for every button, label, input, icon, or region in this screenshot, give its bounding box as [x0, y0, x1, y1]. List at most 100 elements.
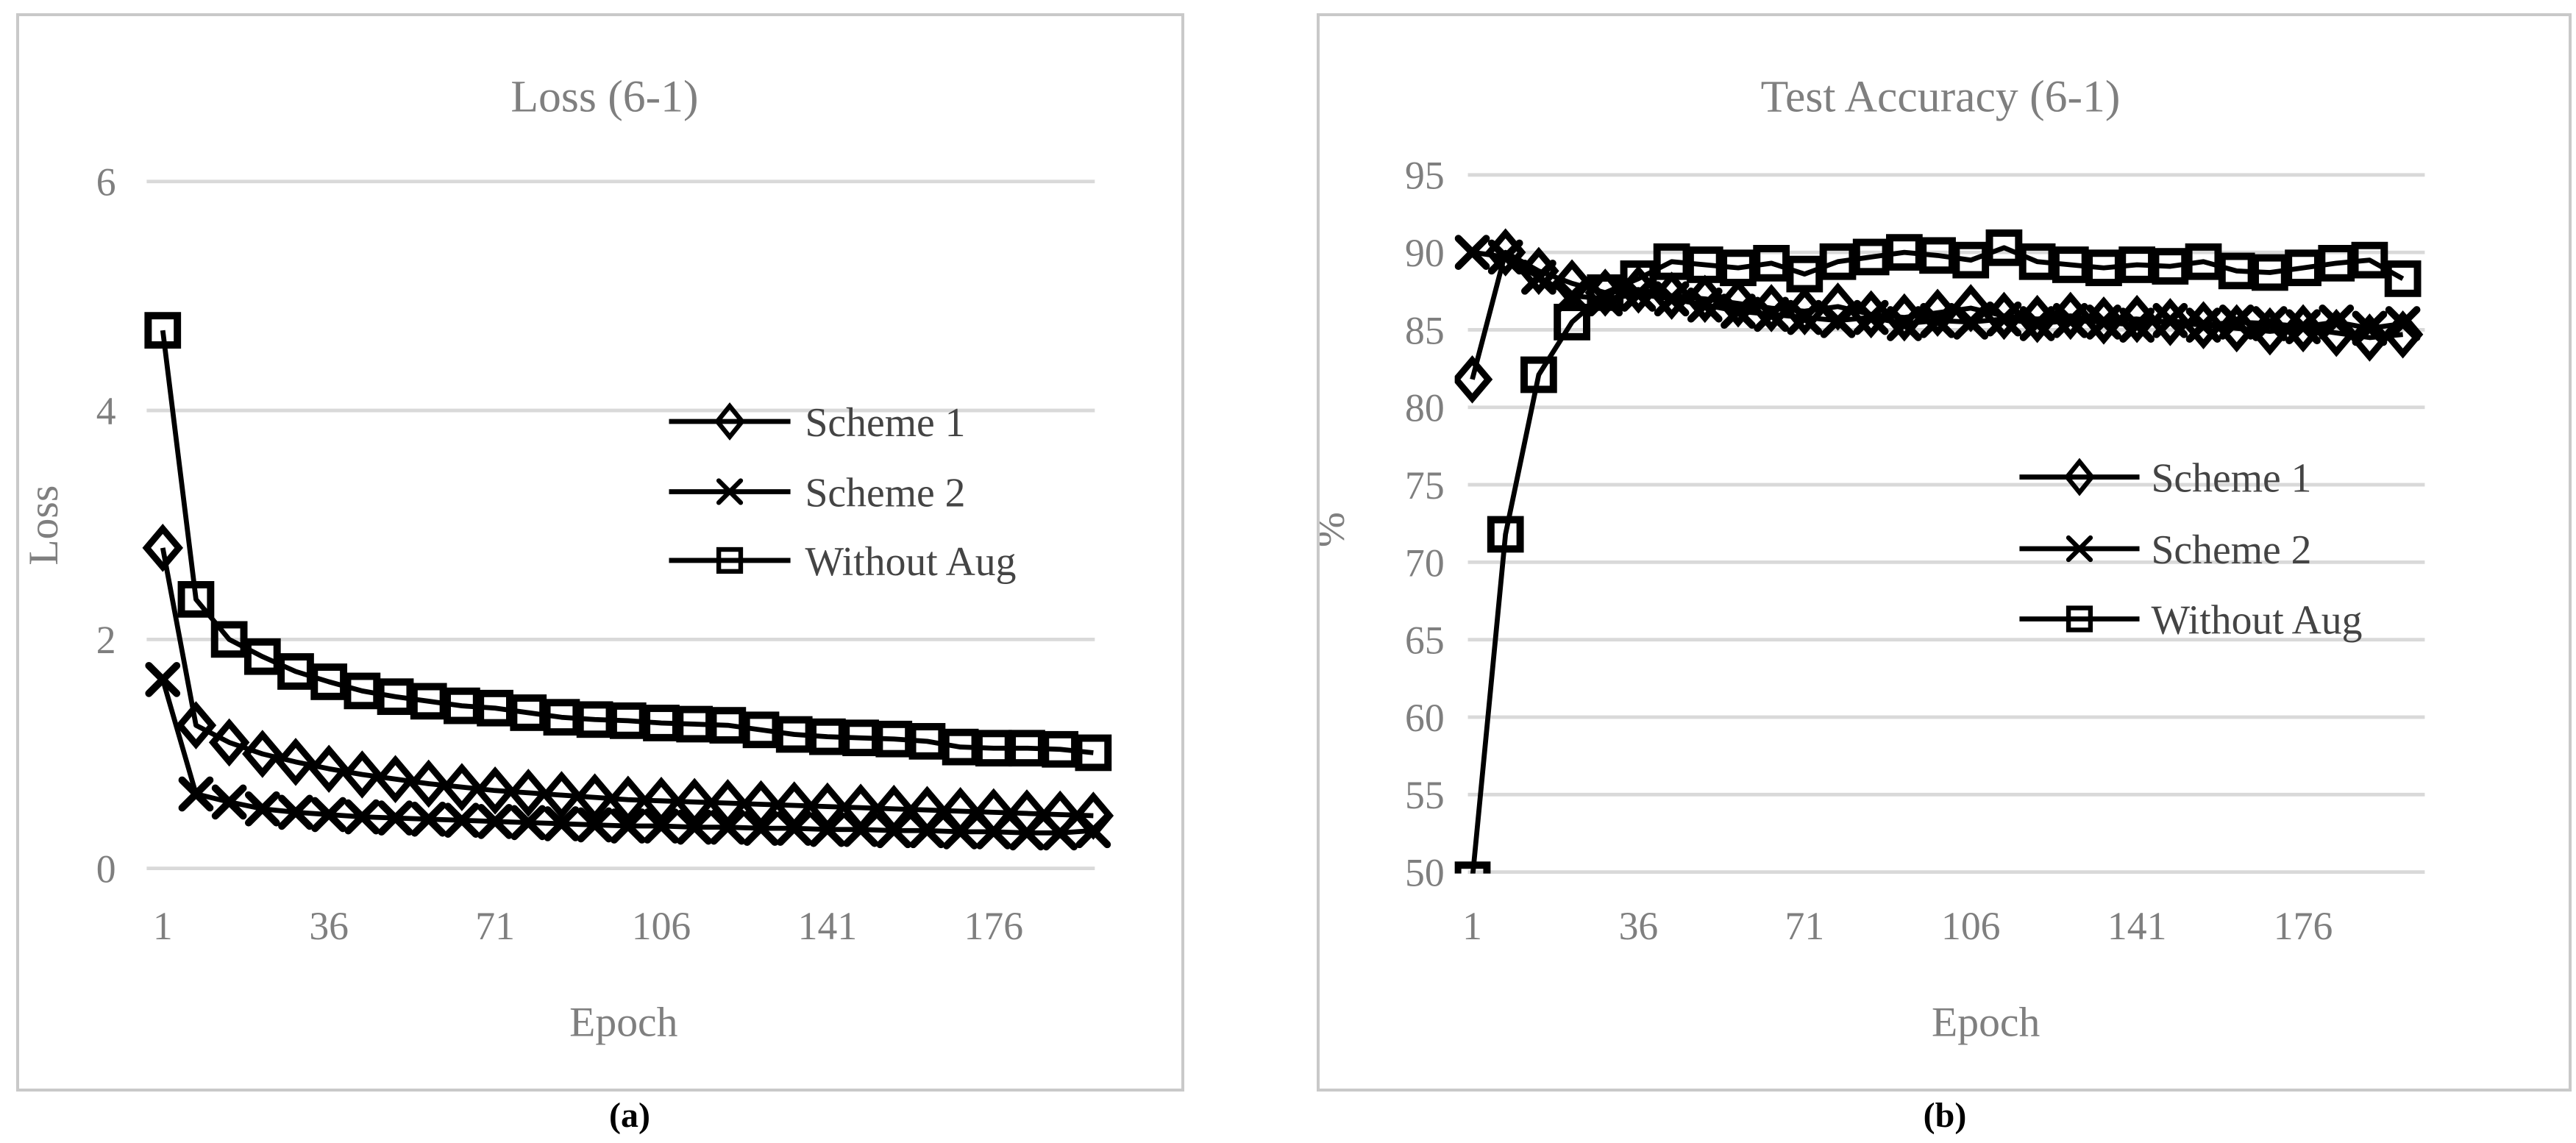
- y-tick-label: 95: [1405, 154, 1445, 198]
- square-marker-icon: [908, 723, 946, 760]
- square-marker-icon: [1620, 260, 1657, 297]
- accuracy-chart: 95 90 85 80 75 70 65 60 55 50 1 36 71 106 141 176 Test A…: [1320, 71, 2425, 1045]
- square-marker-icon: [2118, 246, 2156, 283]
- x-marker-icon: [677, 809, 713, 845]
- legend-x-marker-icon: [2066, 535, 2093, 563]
- x-marker-icon: [843, 811, 878, 847]
- x-tick-label: 1: [1462, 904, 1482, 948]
- diamond-marker-icon: [441, 763, 483, 811]
- x-marker-icon: [2252, 306, 2288, 341]
- diamond-marker-icon: [175, 701, 217, 749]
- x-marker-icon: [410, 801, 446, 837]
- square-marker-icon: [2152, 248, 2189, 285]
- x-marker-icon: [2352, 310, 2388, 346]
- x-marker-icon: [2385, 306, 2421, 341]
- square-marker-icon: [676, 705, 714, 743]
- legend: Scheme 1 Scheme 2 Without Aug: [669, 400, 1017, 585]
- y-tick-label: 80: [1405, 386, 1445, 430]
- square-marker-icon: [1720, 249, 1757, 287]
- x-marker-icon: [510, 805, 547, 841]
- diamond-marker-icon: [142, 524, 184, 572]
- legend-item-without-aug: Without Aug: [669, 539, 1017, 585]
- y-axis-title: Loss: [21, 485, 67, 566]
- x-marker-icon: [1654, 281, 1690, 317]
- y-axis-ticks: 6 4 2 0: [96, 160, 116, 891]
- x-marker-icon: [710, 809, 746, 845]
- square-marker-icon: [1653, 243, 1690, 280]
- diamond-marker-icon: [374, 755, 416, 804]
- x-marker-icon: [1920, 302, 1955, 338]
- x-marker-icon: [1009, 815, 1045, 851]
- square-marker-icon: [1487, 516, 1524, 553]
- y-tick-label: 75: [1405, 463, 1445, 508]
- x-tick-label: 1: [153, 904, 173, 948]
- chart-title: Test Accuracy (6-1): [1761, 71, 2121, 121]
- x-marker-icon: [1687, 287, 1723, 323]
- legend-item-without-aug: Without Aug: [2019, 597, 2362, 643]
- square-marker-icon: [344, 672, 381, 710]
- legend-diamond-marker-icon: [2063, 457, 2095, 496]
- gridlines: [146, 179, 1095, 871]
- x-marker-icon: [1487, 239, 1523, 275]
- diamond-marker-icon: [608, 775, 649, 825]
- y-tick-label: 85: [1405, 308, 1445, 352]
- diamond-marker-icon: [641, 777, 682, 825]
- square-marker-icon: [1075, 734, 1112, 772]
- x-marker-icon: [2219, 305, 2255, 340]
- y-tick-label: 50: [1405, 851, 1445, 895]
- diamond-marker-icon: [408, 759, 449, 808]
- square-marker-icon: [1520, 356, 1557, 394]
- x-marker-icon: [876, 813, 912, 849]
- legend-item-label: Scheme 1: [2151, 455, 2311, 501]
- diamond-marker-icon: [2283, 304, 2324, 353]
- x-tick-label: 141: [798, 904, 858, 948]
- square-marker-icon: [1852, 238, 1890, 276]
- legend-item-scheme-1: Scheme 1: [2019, 455, 2312, 501]
- x-marker-icon: [344, 799, 380, 835]
- x-tick-label: 106: [1941, 904, 2001, 948]
- square-marker-icon: [809, 718, 846, 755]
- square-marker-icon: [277, 653, 314, 690]
- x-marker-icon: [211, 784, 247, 820]
- x-marker-icon: [909, 813, 945, 849]
- x-marker-icon: [2319, 305, 2355, 340]
- x-tick-label: 71: [475, 904, 515, 948]
- square-marker-icon: [2351, 241, 2388, 279]
- square-marker-icon: [1786, 255, 1824, 293]
- square-marker-icon: [643, 705, 680, 741]
- x-axis-title: Epoch: [569, 999, 677, 1045]
- diamond-marker-icon: [2349, 313, 2391, 362]
- y-tick-label: 70: [1405, 541, 1445, 585]
- caption-a: (a): [609, 1097, 650, 1136]
- x-tick-label: 36: [309, 904, 349, 948]
- square-marker-icon: [477, 689, 513, 727]
- x-marker-icon: [776, 811, 812, 847]
- y-tick-label: 2: [96, 618, 116, 662]
- legend-item-scheme-1: Scheme 1: [669, 400, 966, 446]
- x-marker-icon: [1887, 306, 1922, 341]
- diamond-marker-icon: [341, 750, 383, 799]
- square-marker-icon: [1985, 229, 2023, 266]
- diamond-marker-icon: [508, 769, 549, 817]
- square-marker-icon: [1454, 861, 1491, 874]
- x-marker-icon: [145, 661, 181, 697]
- x-marker-icon: [810, 811, 845, 847]
- chart-title: Loss (6-1): [510, 71, 698, 121]
- legend-square-marker-icon: [2066, 605, 2093, 633]
- square-marker-icon: [177, 581, 215, 618]
- x-marker-icon: [1787, 299, 1823, 335]
- legend-item-scheme-2: Scheme 2: [2019, 527, 2312, 573]
- square-marker-icon: [742, 711, 780, 749]
- diamond-marker-icon: [474, 766, 516, 815]
- diamond-marker-icon: [308, 744, 349, 794]
- x-marker-icon: [2185, 307, 2221, 343]
- accuracy-chart-panel: 95 90 85 80 75 70 65 60 55 50 1 36 71 106 141 176 Test A…: [1317, 13, 2572, 1092]
- x-marker-icon: [1853, 299, 1889, 335]
- x-marker-icon: [311, 797, 347, 833]
- square-marker-icon: [210, 621, 248, 658]
- square-marker-icon: [2218, 252, 2255, 290]
- square-marker-icon: [510, 694, 547, 731]
- square-marker-icon: [1819, 243, 1857, 280]
- square-marker-icon: [1919, 237, 1956, 274]
